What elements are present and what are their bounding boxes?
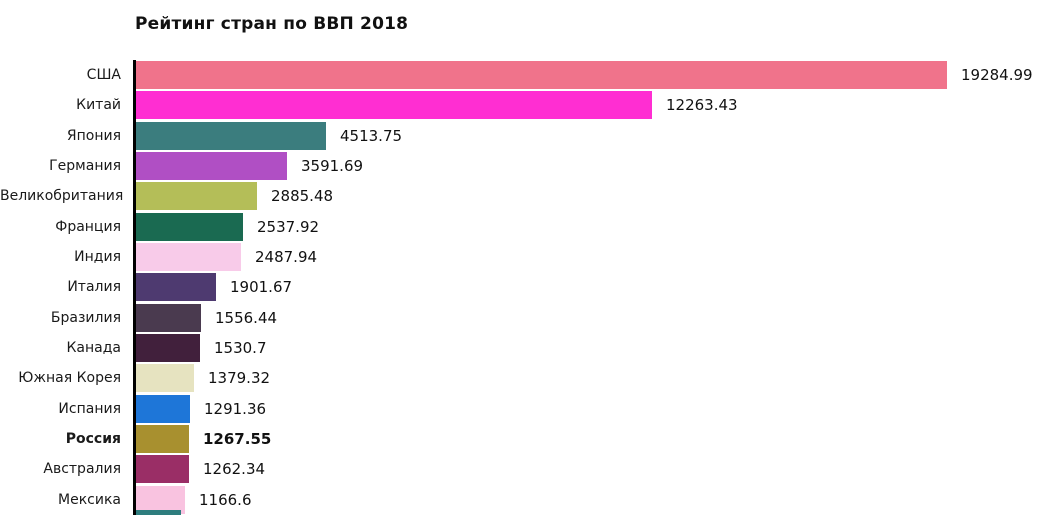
value-label: 12263.43 — [666, 96, 738, 115]
chart-row: США 19284.99 — [0, 60, 1037, 90]
partial-bottom-bar — [136, 510, 181, 515]
chart-title: Рейтинг стран по ВВП 2018 — [135, 14, 409, 34]
value-label: 2537.92 — [257, 217, 320, 236]
category-label: Япония — [66, 127, 121, 144]
bar — [136, 455, 189, 484]
category-label: Великобритания — [0, 188, 124, 205]
category-label: Франция — [55, 218, 121, 235]
bar — [136, 61, 947, 90]
bar — [136, 334, 200, 363]
bar — [136, 303, 201, 332]
bar — [136, 182, 257, 211]
value-label: 1166.6 — [199, 490, 252, 509]
bar — [136, 243, 241, 272]
chart-row: Индия 2487.94 — [0, 242, 1037, 272]
category-label: Испания — [58, 400, 121, 417]
bar — [136, 364, 194, 393]
bar — [136, 394, 190, 423]
chart-row: Япония 4513.75 — [0, 121, 1037, 151]
chart-row: Канада 1530.7 — [0, 333, 1037, 363]
category-label: Бразилия — [50, 309, 121, 326]
y-axis-line — [133, 60, 136, 515]
value-label: 2487.94 — [255, 248, 318, 267]
chart-row: Испания 1291.36 — [0, 394, 1037, 424]
category-label: Китай — [76, 97, 121, 114]
value-label: 1291.36 — [204, 399, 267, 418]
category-label: Мексика — [58, 491, 121, 508]
category-label: Индия — [74, 249, 121, 266]
chart-row: Россия 1267.55 — [0, 424, 1037, 454]
value-label: 19284.99 — [961, 66, 1033, 85]
category-label: Южная Корея — [18, 370, 121, 387]
chart-row: Италия 1901.67 — [0, 272, 1037, 302]
value-label: 1267.55 — [203, 430, 272, 449]
category-label: Германия — [49, 158, 121, 175]
category-label: Италия — [67, 279, 121, 296]
category-label: США — [86, 67, 121, 84]
chart-row: Южная Корея 1379.32 — [0, 363, 1037, 393]
chart-row: Австралия 1262.34 — [0, 454, 1037, 484]
bar — [136, 121, 326, 150]
bar — [136, 152, 287, 181]
bar — [136, 485, 185, 514]
value-label: 1556.44 — [215, 308, 278, 327]
value-label: 1530.7 — [214, 339, 267, 358]
chart-row: Мексика 1166.6 — [0, 485, 1037, 515]
value-label: 3591.69 — [301, 157, 364, 176]
bar — [136, 91, 652, 120]
chart-row: Великобритания 2885.48 — [0, 181, 1037, 211]
category-label: Канада — [66, 340, 121, 357]
value-label: 1262.34 — [203, 460, 266, 479]
category-label: Австралия — [43, 461, 121, 478]
chart-row: Франция 2537.92 — [0, 212, 1037, 242]
value-label: 4513.75 — [340, 126, 403, 145]
chart-row: Китай 12263.43 — [0, 90, 1037, 120]
value-label: 1379.32 — [208, 369, 271, 388]
bar — [136, 425, 189, 454]
value-label: 2885.48 — [271, 187, 334, 206]
chart-row: Бразилия 1556.44 — [0, 303, 1037, 333]
bar — [136, 273, 216, 302]
category-label: Россия — [65, 431, 121, 448]
chart-row: Германия 3591.69 — [0, 151, 1037, 181]
plot-area: США 19284.99 Китай 12263.43 Япония 4513.75 Гер… — [0, 60, 1037, 515]
value-label: 1901.67 — [230, 278, 293, 297]
bar — [136, 212, 243, 241]
